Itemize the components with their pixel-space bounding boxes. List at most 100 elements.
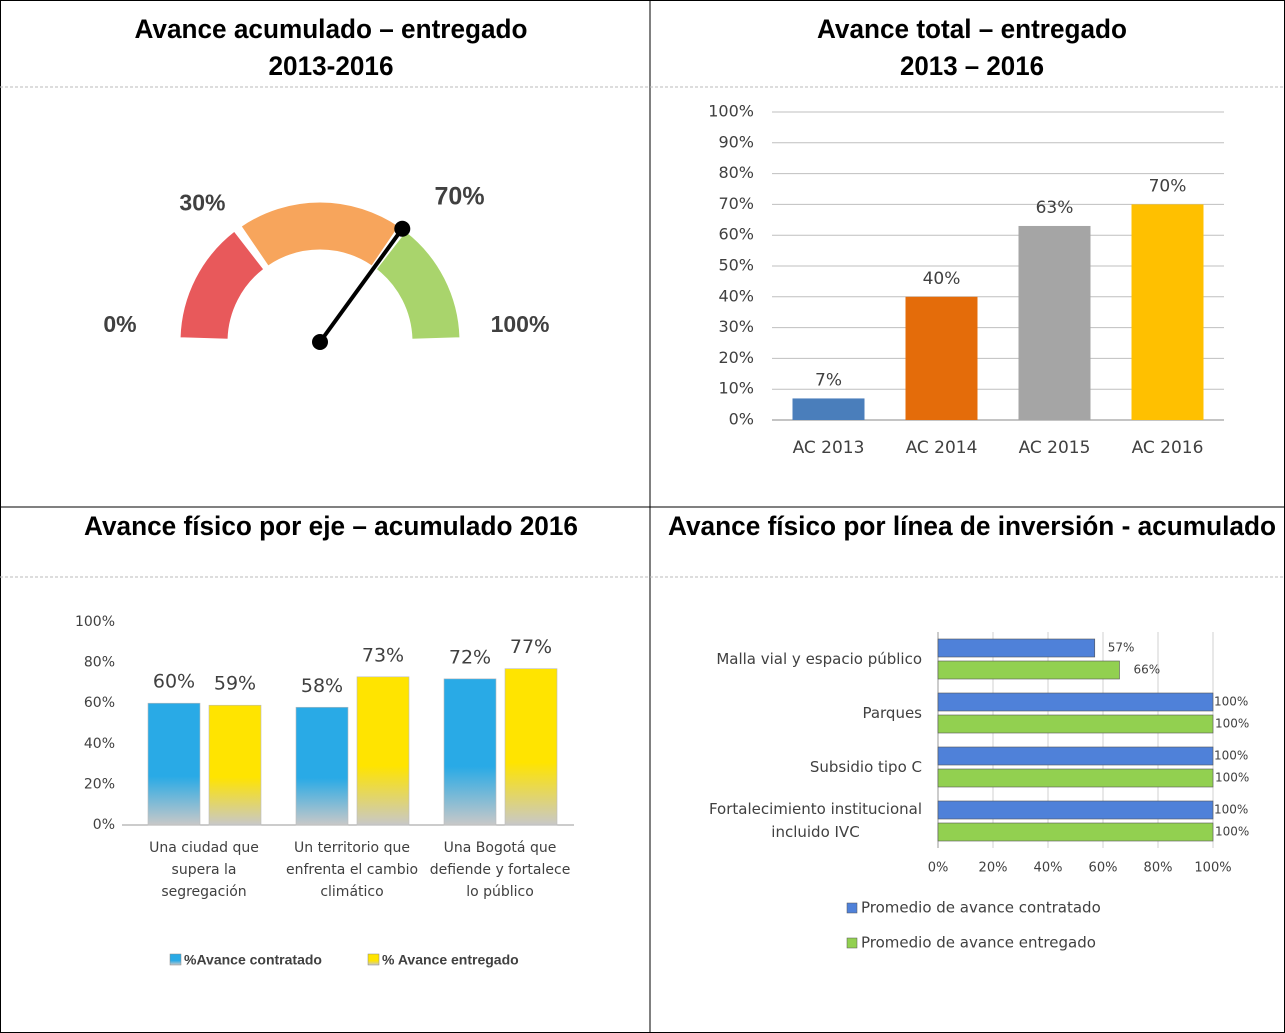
x-tick-label: 20%: [979, 861, 1008, 876]
y-tick-label-wrap: Malla vial y espacio público: [680, 632, 922, 686]
needle-hub: [312, 334, 328, 350]
x-tick-label: 40%: [1034, 861, 1063, 876]
y-tick-label-wrap: Parques: [680, 686, 922, 740]
y-tick-label-box: Parques: [680, 686, 922, 740]
value-label: 66%: [1134, 663, 1161, 677]
bar: [937, 692, 1214, 712]
chart-subtitle: 2013-2016: [269, 51, 394, 81]
value-label: 100%: [1214, 749, 1248, 763]
gauge-band: [179, 230, 265, 340]
y-tick-label: 20%: [84, 776, 115, 792]
value-label: 57%: [1108, 641, 1135, 655]
value-label: 60%: [153, 671, 195, 693]
bar: [208, 704, 262, 826]
y-tick-label: 50%: [718, 256, 754, 275]
gauge-band: [375, 230, 461, 340]
y-tick-label: 100%: [708, 102, 754, 121]
gauge-value-label: 70%: [435, 182, 485, 210]
bar: [937, 822, 1214, 842]
value-label: 100%: [1214, 803, 1248, 817]
legend-swatch: [169, 953, 182, 966]
y-tick-label: 80%: [718, 163, 754, 182]
y-tick-label: 60%: [718, 225, 754, 244]
bar: [905, 296, 978, 420]
value-label: 58%: [301, 675, 343, 697]
y-tick-label: 100%: [75, 614, 115, 630]
chart-title: Avance físico por línea de inversión - a…: [668, 511, 1276, 541]
x-tick-label: AC 2014: [906, 438, 978, 458]
y-tick-label: 40%: [718, 286, 754, 305]
bar: [504, 668, 558, 826]
bar: [937, 638, 1096, 658]
value-label: 7%: [815, 370, 842, 390]
value-label: 73%: [362, 644, 404, 666]
x-tick-label: 100%: [1194, 861, 1231, 876]
value-label: 70%: [1149, 176, 1187, 196]
legend-swatch: [846, 937, 858, 949]
legend-label: % Avance entregado: [382, 952, 519, 968]
value-label: 100%: [1214, 695, 1248, 709]
x-tick-label: 0%: [928, 861, 949, 876]
bar: [147, 702, 201, 826]
x-tick-label-wrap: Una Bogotá que defiende y fortalece lo p…: [422, 837, 578, 903]
bar: [295, 706, 349, 826]
x-tick-label: 60%: [1089, 861, 1118, 876]
bar: [792, 398, 865, 420]
gauge-needle: [318, 227, 404, 344]
value-label: 40%: [923, 269, 961, 289]
value-label: 72%: [449, 646, 491, 668]
y-tick-label: 30%: [718, 317, 754, 336]
y-tick-label: Subsidio tipo C: [809, 757, 922, 776]
bar: [1131, 204, 1204, 420]
y-tick-label: 20%: [718, 348, 754, 367]
bar: [443, 678, 497, 826]
y-tick-label-wrap: Subsidio tipo C: [680, 740, 922, 794]
value-label: 100%: [1215, 771, 1249, 785]
y-tick-label: Fortalecimiento institucional incluido I…: [708, 800, 922, 841]
y-tick-label: 60%: [84, 695, 115, 711]
x-tick-label-box: Una Bogotá que defiende y fortalece lo p…: [422, 837, 578, 903]
y-tick-label-box: Fortalecimiento institucional incluido I…: [680, 794, 922, 848]
x-tick-label: Una Bogotá que defiende y fortalece lo p…: [429, 840, 571, 900]
x-tick-label-box: Una ciudad que supera la segregación: [126, 837, 282, 903]
x-tick-label: Un territorio que enfrenta el cambio cli…: [285, 840, 419, 900]
y-tick-label: 90%: [718, 132, 754, 151]
bar: [937, 768, 1214, 788]
y-tick-label: 10%: [718, 379, 754, 398]
bar: [1018, 225, 1091, 420]
y-tick-label: 40%: [84, 736, 115, 752]
value-label: 59%: [214, 673, 256, 695]
x-tick-label: Una ciudad que supera la segregación: [149, 840, 259, 900]
legend-label: %Avance contratado: [184, 952, 322, 968]
x-tick-label-wrap: Una ciudad que supera la segregación: [126, 837, 282, 903]
value-label: 77%: [510, 636, 552, 658]
x-tick-label: AC 2016: [1132, 438, 1204, 458]
y-tick-label-box: Subsidio tipo C: [680, 740, 922, 794]
legend-label: Promedio de avance contratado: [861, 899, 1101, 917]
legend-swatch: [846, 902, 858, 914]
y-tick-label: 80%: [84, 655, 115, 671]
x-tick-label: AC 2015: [1019, 438, 1091, 458]
gauge-tick-label: 0%: [103, 311, 136, 337]
value-label: 100%: [1215, 825, 1249, 839]
needle-tip: [394, 220, 411, 237]
y-tick-label: Parques: [862, 703, 922, 722]
y-tick-label: 70%: [718, 194, 754, 213]
y-tick-label-wrap: Fortalecimiento institucional incluido I…: [680, 794, 922, 848]
bar: [937, 714, 1214, 734]
value-label: 100%: [1215, 717, 1249, 731]
bar: [937, 800, 1214, 820]
chart-title: Avance total – entregado: [817, 14, 1127, 44]
y-tick-label-box: Malla vial y espacio público: [680, 632, 922, 686]
x-tick-label-box: Un territorio que enfrenta el cambio cli…: [274, 837, 430, 903]
gauge-band: [240, 201, 400, 267]
x-tick-label-wrap: Un territorio que enfrenta el cambio cli…: [274, 837, 430, 903]
gauge-tick-label: 100%: [491, 311, 550, 337]
value-label: 63%: [1036, 198, 1074, 218]
bar: [937, 660, 1120, 680]
legend-label: Promedio de avance entregado: [861, 934, 1096, 952]
chart-subtitle: 2013 – 2016: [900, 51, 1044, 81]
gauge-tick-label: 30%: [179, 190, 225, 216]
y-tick-label: Malla vial y espacio público: [716, 649, 922, 668]
